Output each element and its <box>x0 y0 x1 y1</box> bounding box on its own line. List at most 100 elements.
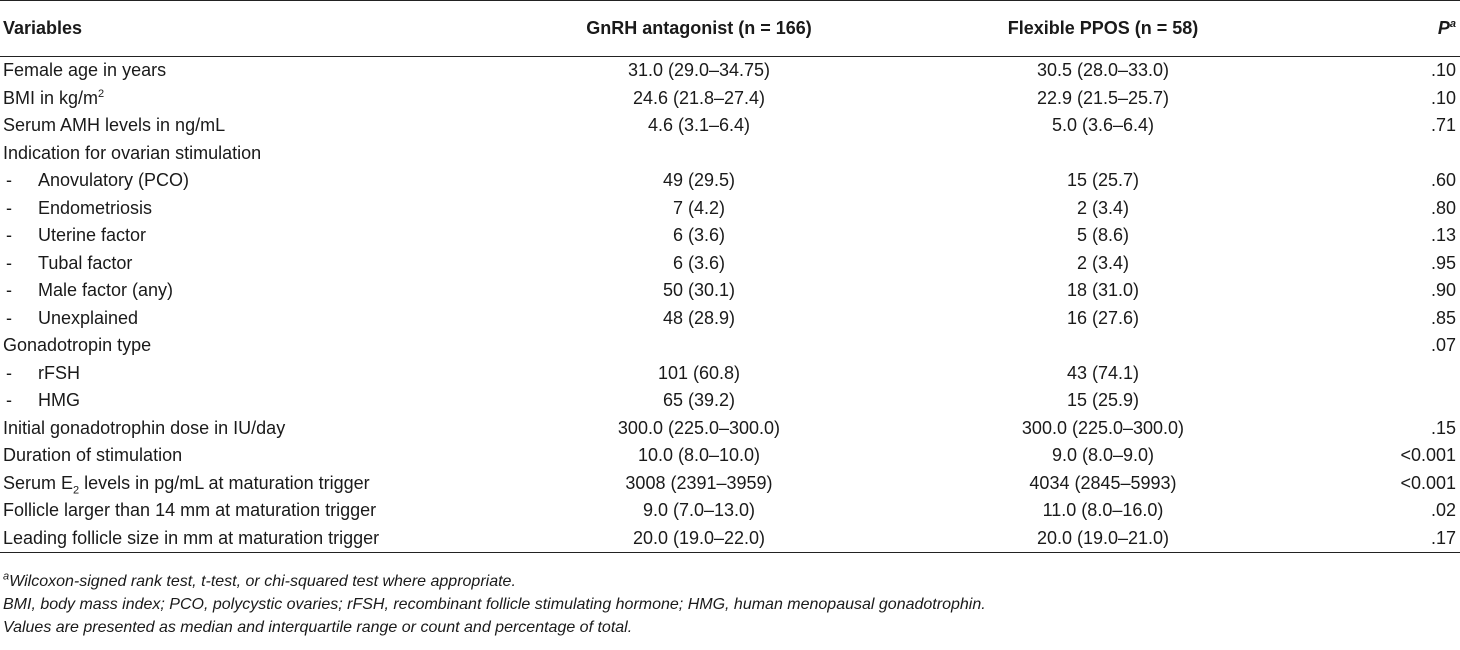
table-row: BMI in kg/m2 24.6 (21.8–27.4) 22.9 (21.5… <box>0 85 1460 113</box>
row-p-value: .90 <box>1430 280 1456 301</box>
row-label-text: Uterine factor <box>3 225 146 245</box>
row-gnrh-value <box>497 332 901 360</box>
table-row: rFSH 101 (60.8) 43 (74.1) <box>0 360 1460 388</box>
row-p-value: .85 <box>1430 307 1456 328</box>
header-variables: Variables <box>0 0 497 57</box>
row-gnrh-value: 101 (60.8) <box>657 362 741 383</box>
row-label: Follicle larger than 14 mm at maturation… <box>3 500 377 521</box>
row-gnrh-value: 7 (4.2) <box>672 197 726 218</box>
row-label-text: Unexplained <box>3 308 138 328</box>
row-gnrh-value: 3008 (2391–3959) <box>625 472 773 493</box>
row-ppos-value: 18 (31.0) <box>1066 280 1140 301</box>
row-p-value: .80 <box>1430 197 1456 218</box>
row-p-value: .17 <box>1305 524 1460 553</box>
row-gnrh-value: 6 (3.6) <box>672 252 726 273</box>
row-p-value <box>1305 387 1460 415</box>
row-label: Indication for ovarian stimulation <box>3 142 262 163</box>
row-ppos-value <box>901 140 1305 168</box>
row-p-value: .10 <box>1430 60 1456 81</box>
row-p-value: .13 <box>1430 225 1456 246</box>
row-label: Serum E2 levels in pg/mL at maturation t… <box>0 470 497 498</box>
row-ppos-value: 11.0 (8.0–16.0) <box>1042 500 1164 521</box>
row-ppos-value: 5.0 (3.6–6.4) <box>1051 115 1155 136</box>
row-label: Initial gonadotrophin dose in IU/day <box>3 417 286 438</box>
row-p-value: .02 <box>1430 500 1456 521</box>
table-row: Follicle larger than 14 mm at maturation… <box>0 497 1460 525</box>
row-ppos-value <box>901 332 1305 360</box>
row-gnrh-value: 300.0 (225.0–300.0) <box>617 417 781 438</box>
row-p-value <box>1305 140 1460 168</box>
footnote-statistical-tests: aWilcoxon-signed rank test, t-test, or c… <box>3 570 1453 593</box>
row-gnrh-value: 50 (30.1) <box>662 280 736 301</box>
row-label: Duration of stimulation <box>3 445 183 466</box>
row-gnrh-value: 20.0 (19.0–22.0) <box>497 524 901 553</box>
row-label: Male factor (any) <box>0 277 497 305</box>
row-label-text: Male factor (any) <box>3 280 173 300</box>
row-label-text: Tubal factor <box>3 253 132 273</box>
row-gnrh-value: 10.0 (8.0–10.0) <box>637 445 761 466</box>
table-row: Indication for ovarian stimulation <box>0 140 1460 168</box>
header-flexible-ppos: Flexible PPOS (n = 58) <box>901 0 1305 57</box>
table-row: Tubal factor 6 (3.6) 2 (3.4) .95 <box>0 250 1460 278</box>
header-p-letter: P <box>1437 18 1450 38</box>
row-ppos-value: 22.9 (21.5–25.7) <box>1036 87 1170 108</box>
row-label-text: Serum E <box>3 472 74 493</box>
row-label: Serum AMH levels in ng/mL <box>3 115 226 136</box>
row-label-text: Endometriosis <box>3 198 152 218</box>
row-label: Endometriosis <box>0 195 497 223</box>
row-p-value: .60 <box>1430 170 1456 191</box>
row-gnrh-value: 6 (3.6) <box>672 225 726 246</box>
row-p-value: .10 <box>1430 87 1456 108</box>
table-row: Anovulatory (PCO) 49 (29.5) 15 (25.7) .6… <box>0 167 1460 195</box>
row-label-text: rFSH <box>3 363 80 383</box>
row-label-superscript: 2 <box>98 87 105 100</box>
row-ppos-value: 15 (25.7) <box>1066 170 1140 191</box>
row-ppos-value: 2 (3.4) <box>1076 252 1130 273</box>
table-row: Male factor (any) 50 (30.1) 18 (31.0) .9… <box>0 277 1460 305</box>
footnote-abbreviations: BMI, body mass index; PCO, polycystic ov… <box>3 596 986 613</box>
row-p-value <box>1305 360 1460 388</box>
table-row: Serum E2 levels in pg/mL at maturation t… <box>0 470 1460 498</box>
row-label-text-rest: levels in pg/mL at maturation trigger <box>79 472 370 493</box>
table-footnotes: aWilcoxon-signed rank test, t-test, or c… <box>3 570 1453 639</box>
row-label: Leading follicle size in mm at maturatio… <box>0 524 497 553</box>
row-ppos-value: 43 (74.1) <box>1066 362 1140 383</box>
table-row: HMG 65 (39.2) 15 (25.9) <box>0 387 1460 415</box>
row-ppos-value: 9.0 (8.0–9.0) <box>1051 445 1155 466</box>
row-gnrh-value <box>497 140 901 168</box>
header-gnrh-antagonist: GnRH antagonist (n = 166) <box>497 0 901 57</box>
row-ppos-value: 4034 (2845–5993) <box>1029 472 1177 493</box>
row-p-value: .07 <box>1430 335 1456 356</box>
row-p-value: <0.001 <box>1400 445 1456 466</box>
row-label-subscript: 2 <box>73 484 80 497</box>
table-row: Unexplained 48 (28.9) 16 (27.6) .85 <box>0 305 1460 333</box>
table-row: Gonadotropin type .07 <box>0 332 1460 360</box>
table-row: Serum AMH levels in ng/mL 4.6 (3.1–6.4) … <box>0 112 1460 140</box>
row-label-text: Anovulatory (PCO) <box>3 170 189 190</box>
table-row: Duration of stimulation 10.0 (8.0–10.0) … <box>0 442 1460 470</box>
row-gnrh-value: 31.0 (29.0–34.75) <box>627 60 771 81</box>
row-label: Gonadotropin type <box>3 335 152 356</box>
row-ppos-value: 20.0 (19.0–21.0) <box>901 524 1305 553</box>
row-p-value: .71 <box>1430 115 1456 136</box>
row-label: Unexplained <box>0 305 497 333</box>
row-gnrh-value: 9.0 (7.0–13.0) <box>642 500 756 521</box>
row-p-value: .15 <box>1430 417 1456 438</box>
table-row: Leading follicle size in mm at maturatio… <box>0 524 1460 553</box>
table-row: Uterine factor 6 (3.6) 5 (8.6) .13 <box>0 222 1460 250</box>
header-p-footnote-mark: a <box>1449 18 1456 30</box>
row-gnrh-value: 65 (39.2) <box>662 390 736 411</box>
row-label: Anovulatory (PCO) <box>0 167 497 195</box>
row-gnrh-value: 48 (28.9) <box>662 307 736 328</box>
row-gnrh-value: 24.6 (21.8–27.4) <box>632 87 766 108</box>
table-row: Female age in years 31.0 (29.0–34.75) 30… <box>0 57 1460 85</box>
header-row: Variables GnRH antagonist (n = 166) Flex… <box>0 0 1460 57</box>
row-ppos-value: 15 (25.9) <box>1066 390 1140 411</box>
table-row: Endometriosis 7 (4.2) 2 (3.4) .80 <box>0 195 1460 223</box>
row-ppos-value: 30.5 (28.0–33.0) <box>1036 60 1170 81</box>
row-ppos-value: 5 (8.6) <box>1076 225 1130 246</box>
row-label: rFSH <box>0 360 497 388</box>
row-gnrh-value: 49 (29.5) <box>662 170 736 191</box>
row-label: BMI in kg/m2 <box>0 85 497 113</box>
